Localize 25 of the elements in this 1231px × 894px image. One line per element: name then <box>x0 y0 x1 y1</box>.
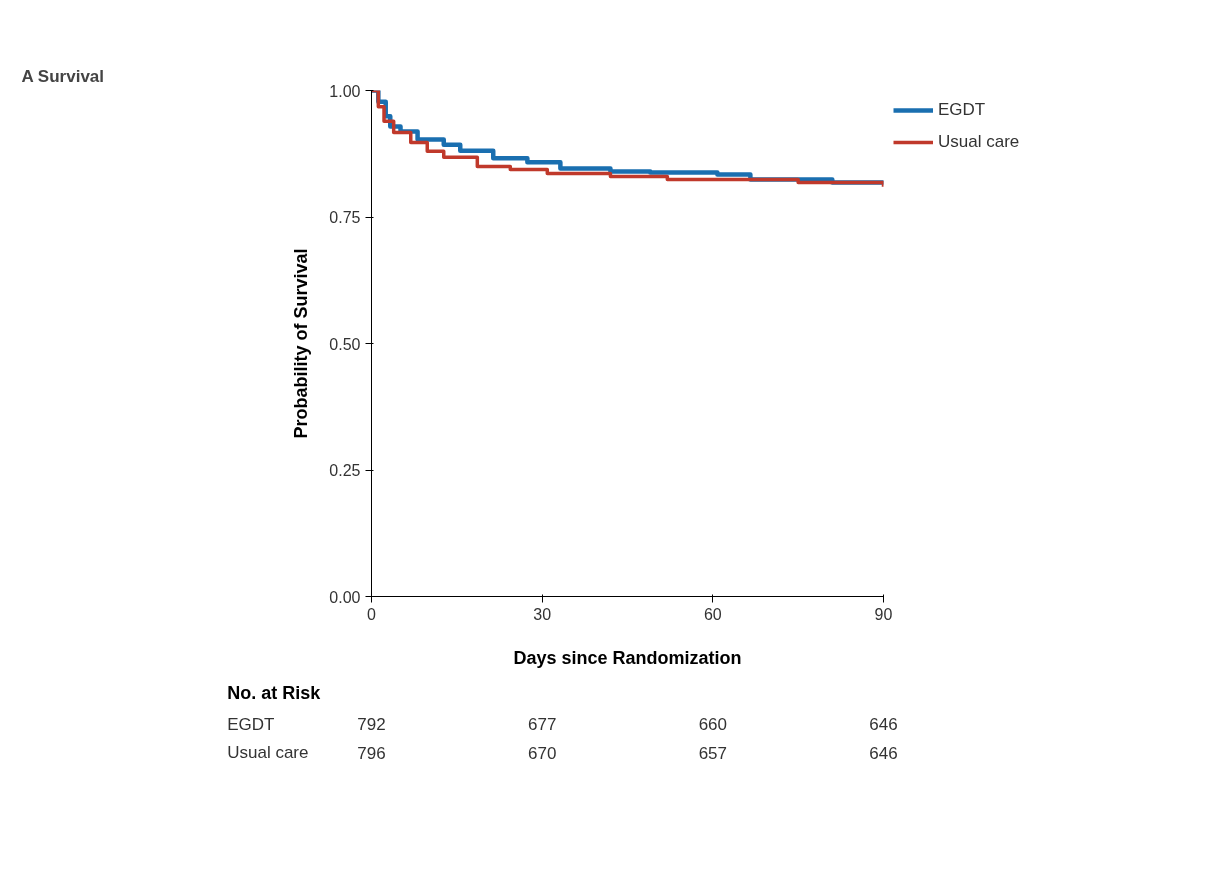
text: 660 <box>698 715 728 734</box>
text: 792 <box>357 715 386 734</box>
text: 646 <box>869 715 898 734</box>
text: 796 <box>357 743 386 763</box>
legend-label: Usual care <box>938 132 1020 152</box>
y-tick-label: 0.00 <box>329 588 361 606</box>
y-tick-label: 0.75 <box>329 209 361 226</box>
text: No. at Risk <box>227 683 322 704</box>
text: EGDT <box>227 714 275 734</box>
x-tick-label: 90 <box>874 605 893 623</box>
x-tick-label: 60 <box>703 605 722 623</box>
text: 670 <box>527 743 557 763</box>
x-tick-label: 30 <box>533 605 552 623</box>
legend-label: EGDT <box>938 100 986 120</box>
x-axis-title: Days since Randomization <box>513 647 742 668</box>
text: 677 <box>527 715 557 734</box>
text: Usual care <box>227 743 309 762</box>
x-tick-label: 0 <box>367 605 377 623</box>
text: 646 <box>869 743 898 763</box>
y-tick-label: 1.00 <box>329 82 361 100</box>
y-tick-label: 0.25 <box>329 462 361 479</box>
y-tick-label: 0.50 <box>329 335 361 353</box>
text: 657 <box>698 743 728 763</box>
text: A Survival <box>21 66 105 86</box>
y-axis-title: Probability of Survival <box>291 248 312 439</box>
